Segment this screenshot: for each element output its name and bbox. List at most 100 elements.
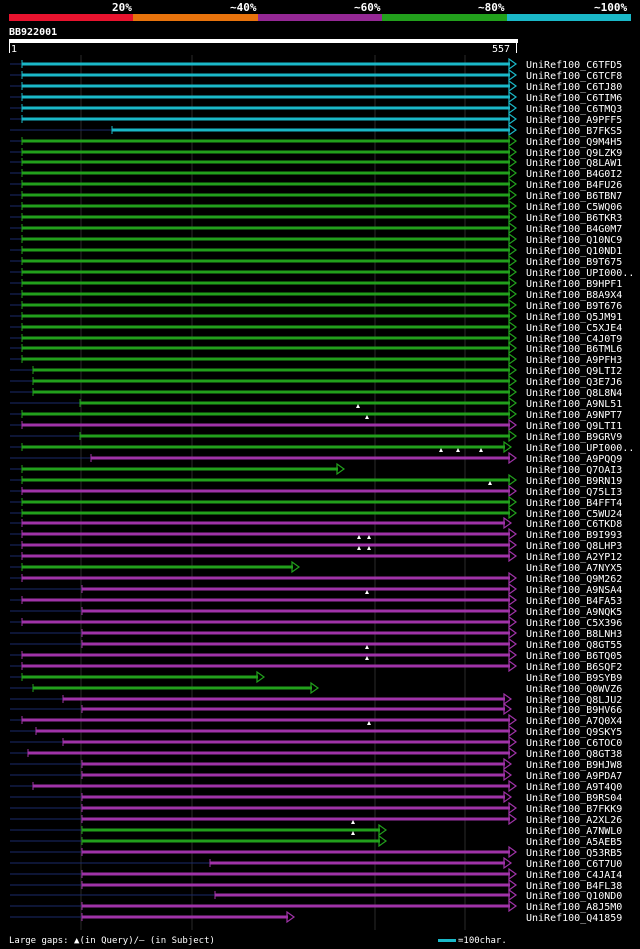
hit-row[interactable]: UniRef100_C6T7U0: [10, 856, 622, 870]
hit-row[interactable]: UniRef100_Q8GT38: [10, 746, 622, 760]
hit-label[interactable]: UniRef100_C5XJE4: [526, 323, 622, 334]
hit-row[interactable]: UniRef100_A2XL26: [10, 812, 622, 826]
hit-row[interactable]: UniRef100_C6TFD5: [10, 57, 622, 71]
hit-label[interactable]: UniRef100_C4JAI4: [526, 870, 622, 881]
hit-label[interactable]: UniRef100_A7NWL0: [526, 826, 622, 837]
hit-label[interactable]: UniRef100_C5WU24: [526, 509, 622, 520]
hit-row[interactable]: UniRef100_C5X396: [10, 615, 622, 629]
hit-label[interactable]: UniRef100_Q41859: [526, 913, 622, 924]
hit-label[interactable]: UniRef100_B9RN19: [526, 476, 622, 487]
hit-label[interactable]: UniRef100_Q0WVZ6: [526, 684, 622, 695]
hit-row[interactable]: UniRef100_UPI000..: [10, 440, 634, 454]
hit-label[interactable]: UniRef100_Q9LZK9: [526, 148, 622, 159]
hit-label[interactable]: UniRef100_C6TIM6: [526, 93, 622, 104]
hit-label[interactable]: UniRef100_A9PQQ9: [526, 454, 622, 465]
hit-row[interactable]: UniRef100_A9PQQ9: [10, 448, 622, 465]
hit-label[interactable]: UniRef100_B4G0M7: [526, 224, 622, 235]
hit-row[interactable]: UniRef100_Q9M262: [10, 571, 622, 585]
hit-label[interactable]: UniRef100_A7Q0X4: [526, 716, 622, 727]
hit-row[interactable]: UniRef100_B6TBN7: [10, 188, 622, 202]
hit-row[interactable]: UniRef100_A9NQK5: [10, 604, 622, 618]
hit-label[interactable]: UniRef100_B9HV66: [526, 705, 622, 716]
hit-row[interactable]: UniRef100_B9SYB9: [10, 670, 622, 684]
hit-label[interactable]: UniRef100_B9HPF1: [526, 279, 622, 290]
hit-row[interactable]: UniRef100_C6TKD8: [10, 516, 622, 530]
hit-row[interactable]: UniRef100_C6TIM6: [10, 90, 622, 104]
hit-label[interactable]: UniRef100_A9T4Q0: [526, 782, 622, 793]
hit-row[interactable]: UniRef100_Q5JM91: [10, 309, 622, 323]
hit-label[interactable]: UniRef100_B4G0I2: [526, 169, 622, 180]
hit-label[interactable]: UniRef100_B9GRV9: [526, 432, 622, 443]
hit-row[interactable]: UniRef100_Q8L8N4: [10, 385, 622, 399]
hit-row[interactable]: UniRef100_A2YP12: [10, 546, 622, 563]
hit-row[interactable]: UniRef100_B4FFT4: [10, 495, 622, 509]
hit-label[interactable]: UniRef100_C6TMQ3: [526, 104, 622, 115]
hit-label[interactable]: UniRef100_A9NQK5: [526, 607, 622, 618]
hit-row[interactable]: UniRef100_Q41859: [10, 910, 622, 924]
hit-row[interactable]: UniRef100_B4G0M7: [10, 221, 622, 235]
hit-label[interactable]: UniRef100_C6T7U0: [526, 859, 622, 870]
hit-row[interactable]: UniRef100_B9RS04: [10, 790, 622, 804]
hit-label[interactable]: UniRef100_B9T675: [526, 257, 622, 268]
hit-row[interactable]: UniRef100_A7NWL0: [10, 820, 622, 837]
hit-label[interactable]: UniRef100_C4J0T9: [526, 334, 622, 345]
hit-row[interactable]: UniRef100_B7FKK9: [10, 801, 622, 815]
hit-label[interactable]: UniRef100_C6TCF8: [526, 71, 622, 82]
hit-row[interactable]: UniRef100_UPI000..: [10, 265, 634, 279]
hit-row[interactable]: UniRef100_B9I993: [10, 527, 622, 541]
hit-label[interactable]: UniRef100_A9PFH3: [526, 355, 622, 366]
hit-row[interactable]: UniRef100_C5WQ06: [10, 199, 622, 213]
hit-label[interactable]: UniRef100_B8LNH3: [526, 629, 622, 640]
hit-label[interactable]: UniRef100_B9RS04: [526, 793, 622, 804]
hit-row[interactable]: UniRef100_A8J5M0: [10, 899, 622, 913]
hit-label[interactable]: UniRef100_Q8LAW1: [526, 158, 622, 169]
hit-row[interactable]: UniRef100_B6TKR3: [10, 210, 622, 224]
hit-label[interactable]: UniRef100_B8A9X4: [526, 290, 622, 301]
hit-row[interactable]: UniRef100_A7Q0X4: [10, 713, 622, 727]
hit-row[interactable]: UniRef100_A9T4Q0: [10, 779, 622, 793]
hit-row[interactable]: UniRef100_A7NYX5: [10, 560, 622, 574]
hit-row[interactable]: UniRef100_C6TOC0: [10, 735, 622, 749]
hit-label[interactable]: UniRef100_A2YP12: [526, 552, 622, 563]
hit-label[interactable]: UniRef100_A5AEB5: [526, 837, 622, 848]
hit-label[interactable]: UniRef100_A8J5M0: [526, 902, 622, 913]
hit-label[interactable]: UniRef100_Q9M262: [526, 574, 622, 585]
hit-label[interactable]: UniRef100_UPI000..: [526, 443, 634, 454]
hit-row[interactable]: UniRef100_C6TJ80: [10, 79, 622, 93]
hit-label[interactable]: UniRef100_Q5JM91: [526, 312, 622, 323]
hit-row[interactable]: UniRef100_Q9LTI2: [10, 363, 622, 377]
hit-label[interactable]: UniRef100_B9SYB9: [526, 673, 622, 684]
hit-label[interactable]: UniRef100_UPI000..: [526, 268, 634, 279]
hit-label[interactable]: UniRef100_A7NYX5: [526, 563, 622, 574]
hit-label[interactable]: UniRef100_A9NPT7: [526, 410, 622, 421]
hit-label[interactable]: UniRef100_A9PFF5: [526, 115, 622, 126]
hit-label[interactable]: UniRef100_B6TQ05: [526, 651, 622, 662]
hit-row[interactable]: UniRef100_Q53RB5: [10, 845, 622, 859]
hit-label[interactable]: UniRef100_B4FU26: [526, 180, 622, 191]
hit-label[interactable]: UniRef100_C6TFD5: [526, 60, 622, 71]
hit-row[interactable]: UniRef100_Q0WVZ6: [10, 681, 622, 695]
hit-label[interactable]: UniRef100_Q9LTI1: [526, 421, 622, 432]
hit-row[interactable]: UniRef100_A9PDA7: [10, 768, 622, 782]
hit-row[interactable]: UniRef100_B9HJW8: [10, 757, 622, 771]
hit-row[interactable]: UniRef100_B6SQF2: [10, 656, 622, 673]
hit-label[interactable]: UniRef100_Q8GT38: [526, 749, 622, 760]
hit-row[interactable]: UniRef100_A9NPT7: [10, 404, 622, 421]
hit-label[interactable]: UniRef100_A9PDA7: [526, 771, 622, 782]
hit-label[interactable]: UniRef100_B4FL38: [526, 881, 622, 892]
hit-label[interactable]: UniRef100_Q53RB5: [526, 848, 622, 859]
hit-row[interactable]: UniRef100_B4G0I2: [10, 166, 622, 180]
hit-row[interactable]: UniRef100_Q9LZK9: [10, 145, 622, 159]
hit-row[interactable]: UniRef100_Q75LI3: [10, 481, 622, 498]
hit-row[interactable]: UniRef100_Q10ND1: [10, 243, 622, 257]
hit-row[interactable]: UniRef100_C6TCF8: [10, 68, 622, 82]
hit-label[interactable]: UniRef100_Q3E7J6: [526, 377, 622, 388]
hit-row[interactable]: UniRef100_B9HPF1: [10, 276, 622, 290]
hit-row[interactable]: UniRef100_C5WU24: [10, 506, 622, 520]
hit-label[interactable]: UniRef100_Q8LHP3: [526, 541, 622, 552]
hit-label[interactable]: UniRef100_B4FFT4: [526, 498, 622, 509]
hit-row[interactable]: UniRef100_C5XJE4: [10, 320, 622, 334]
hit-label[interactable]: UniRef100_B7FKK9: [526, 804, 622, 815]
hit-row[interactable]: UniRef100_B4FU26: [10, 177, 622, 191]
hit-row[interactable]: UniRef100_B8LNH3: [10, 626, 622, 640]
